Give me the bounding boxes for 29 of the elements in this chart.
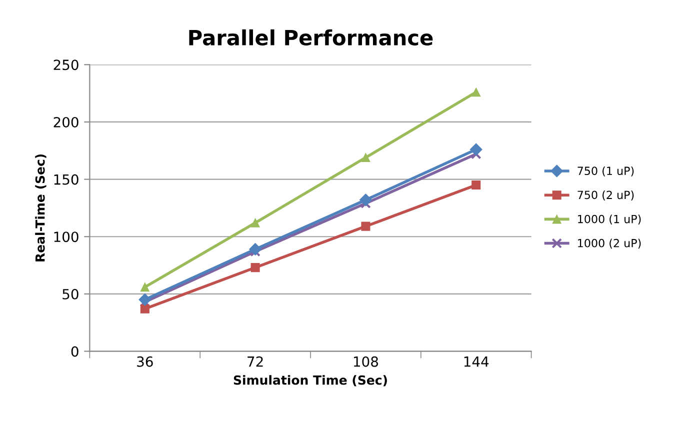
point bbox=[361, 222, 370, 231]
point bbox=[470, 143, 482, 156]
y-tick-label: 50 bbox=[62, 288, 78, 300]
legend-label: 750 (1 uP) bbox=[578, 166, 634, 176]
point bbox=[361, 152, 370, 162]
point bbox=[250, 218, 260, 228]
y-tick-label: 250 bbox=[54, 60, 78, 70]
y-tick-label: 0 bbox=[71, 346, 78, 357]
y-tick-label: 200 bbox=[54, 116, 78, 128]
point bbox=[138, 293, 152, 306]
point bbox=[472, 88, 481, 97]
legend-label: 1000 (2 uP) bbox=[578, 238, 641, 249]
point bbox=[140, 304, 150, 314]
x-tick-label: 144 bbox=[464, 356, 489, 367]
point bbox=[249, 242, 262, 256]
point bbox=[250, 263, 260, 272]
x-tick-label: 36 bbox=[137, 356, 153, 367]
y-tick-label: 100 bbox=[54, 232, 78, 242]
y-tick-label: 150 bbox=[54, 174, 78, 185]
legend-label: 1000 (1 uP) bbox=[578, 214, 641, 225]
point bbox=[359, 194, 372, 206]
x-tick-label: 72 bbox=[248, 356, 263, 367]
y-axis-title: Real-Time (Sec) bbox=[35, 154, 46, 262]
point bbox=[472, 180, 481, 190]
point bbox=[140, 282, 150, 292]
x-axis-title: Simulation Time (Sec) bbox=[234, 375, 387, 386]
x-tick-label: 108 bbox=[354, 356, 378, 367]
chart-title: Parallel Performance bbox=[189, 29, 433, 46]
legend-label: 750 (2 uP) bbox=[578, 190, 634, 200]
